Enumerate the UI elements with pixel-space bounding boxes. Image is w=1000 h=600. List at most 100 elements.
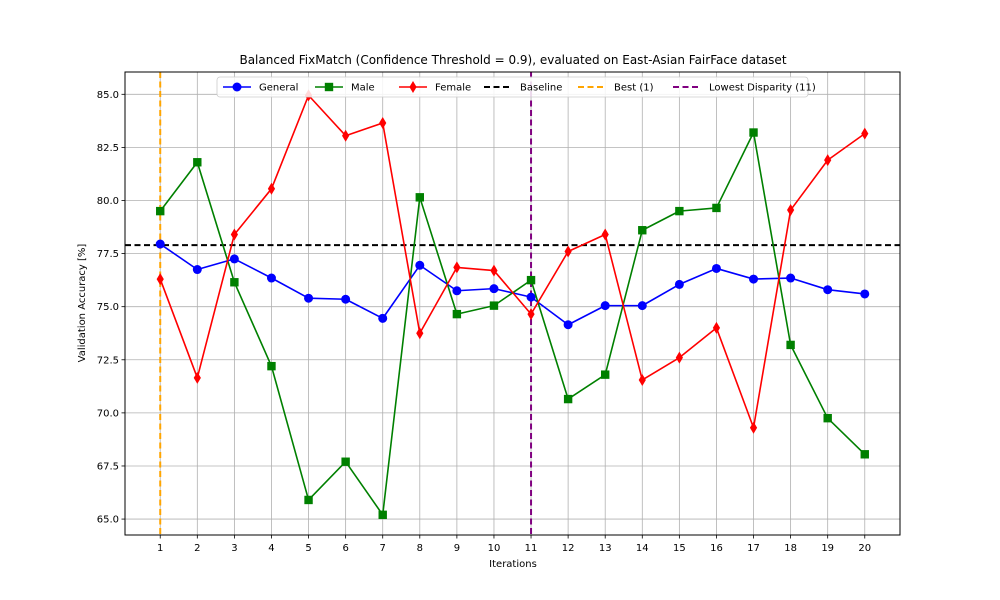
female-data-point xyxy=(193,371,201,384)
female-data-point xyxy=(267,182,276,195)
male-data-point xyxy=(601,370,610,379)
general-data-point xyxy=(711,263,721,273)
y-tick-label: 72.5 xyxy=(97,355,119,366)
x-tick-label: 7 xyxy=(380,543,386,554)
male-data-point xyxy=(378,510,387,520)
general-data-point xyxy=(452,286,462,296)
y-tick-label: 80.0 xyxy=(97,196,119,207)
female-data-point xyxy=(638,373,646,386)
female-data-point xyxy=(564,245,572,258)
y-tick-label: 75.0 xyxy=(97,302,119,313)
x-tick-label: 2 xyxy=(194,543,200,554)
male-data-point xyxy=(452,309,462,319)
x-tick-label: 3 xyxy=(231,543,237,554)
legend-label: Female xyxy=(435,83,471,94)
y-axis-label: Validation Accuracy [%] xyxy=(77,244,88,363)
general-data-point xyxy=(526,292,536,302)
general-data-point xyxy=(823,285,833,295)
general-data-point xyxy=(266,273,276,283)
x-tick-label: 18 xyxy=(784,543,797,554)
x-axis-label: Iterations xyxy=(489,559,537,570)
female-data-point xyxy=(379,116,387,129)
male-data-point xyxy=(563,394,573,404)
male-data-point xyxy=(304,495,313,505)
male-data-point xyxy=(526,275,536,285)
plot-frame xyxy=(124,71,901,536)
male-data-point xyxy=(230,278,239,287)
male-data-point xyxy=(860,450,869,459)
legend-marker xyxy=(409,81,417,93)
general-data-point xyxy=(489,284,499,294)
female-series-line xyxy=(159,94,866,429)
x-tick-label: 4 xyxy=(268,543,274,554)
male-data-point xyxy=(415,193,424,202)
x-tick-label: 13 xyxy=(599,543,612,554)
x-tick-label: 6 xyxy=(342,543,348,554)
male-data-point xyxy=(341,457,350,466)
axis-ticks: 1 2 3 4 5 6 7 8 9 10 11 12 13 14 15 16 17 18 19 2065.067.57… xyxy=(97,90,871,554)
x-tick-label: 19 xyxy=(821,543,834,554)
general-data-point xyxy=(192,265,202,275)
x-tick-label: 8 xyxy=(417,543,423,554)
x-tick-label: 15 xyxy=(673,543,686,554)
x-tick-label: 17 xyxy=(747,543,760,554)
female-data-point xyxy=(861,127,869,140)
x-tick-label: 11 xyxy=(525,543,538,554)
legend-label: Best (1) xyxy=(614,83,654,94)
general-data-point xyxy=(786,273,796,283)
y-tick-label: 65.0 xyxy=(97,515,119,526)
chart-title: Balanced FixMatch (Confidence Threshold … xyxy=(239,53,786,67)
general-data-point xyxy=(341,294,351,304)
y-tick-label: 85.0 xyxy=(97,90,119,101)
legend-box xyxy=(216,76,809,98)
general-data-point xyxy=(674,279,684,289)
female-data-point xyxy=(824,154,832,167)
male-data-point xyxy=(675,206,684,216)
general-data-point xyxy=(637,301,647,311)
female-data-point xyxy=(490,264,498,277)
general-data-point xyxy=(155,239,165,249)
general-data-point xyxy=(304,293,314,303)
male-data-point xyxy=(156,206,165,216)
y-tick-label: 67.5 xyxy=(97,461,119,472)
male-data-point xyxy=(638,226,647,235)
general-data-point xyxy=(229,254,239,264)
legend-label: General xyxy=(259,83,298,94)
female-data-point xyxy=(453,261,461,274)
male-data-point xyxy=(267,361,276,371)
female-data-point xyxy=(712,321,721,334)
general-data-point xyxy=(378,313,388,323)
general-data-point xyxy=(860,289,870,299)
female-data-point xyxy=(787,204,795,217)
x-tick-label: 14 xyxy=(636,543,649,554)
general-data-point xyxy=(415,260,425,270)
male-data-point xyxy=(193,158,202,167)
x-tick-label: 20 xyxy=(858,543,871,554)
legend-label: Baseline xyxy=(520,83,562,94)
legend: General Male Female Baseline Best (1) Lowest … xyxy=(216,76,816,98)
male-data-point xyxy=(823,413,832,423)
male-data-point xyxy=(786,340,795,350)
general-data-point xyxy=(600,301,610,311)
series-lines xyxy=(155,89,870,520)
female-data-point xyxy=(156,273,164,286)
male-data-point xyxy=(489,301,499,310)
x-tick-label: 10 xyxy=(488,543,501,554)
general-data-point xyxy=(749,274,759,284)
general-data-point xyxy=(563,320,573,330)
x-tick-label: 1 xyxy=(157,543,163,554)
female-data-point xyxy=(527,308,535,321)
female-data-point xyxy=(601,228,609,241)
female-data-point xyxy=(230,228,238,241)
x-tick-label: 9 xyxy=(454,543,460,554)
legend-marker xyxy=(232,82,242,92)
y-tick-label: 70.0 xyxy=(97,408,119,419)
x-tick-label: 5 xyxy=(305,543,311,554)
female-data-point xyxy=(675,351,683,364)
male-data-point xyxy=(749,128,758,137)
x-tick-label: 12 xyxy=(562,543,575,554)
legend-label: Male xyxy=(351,83,375,94)
